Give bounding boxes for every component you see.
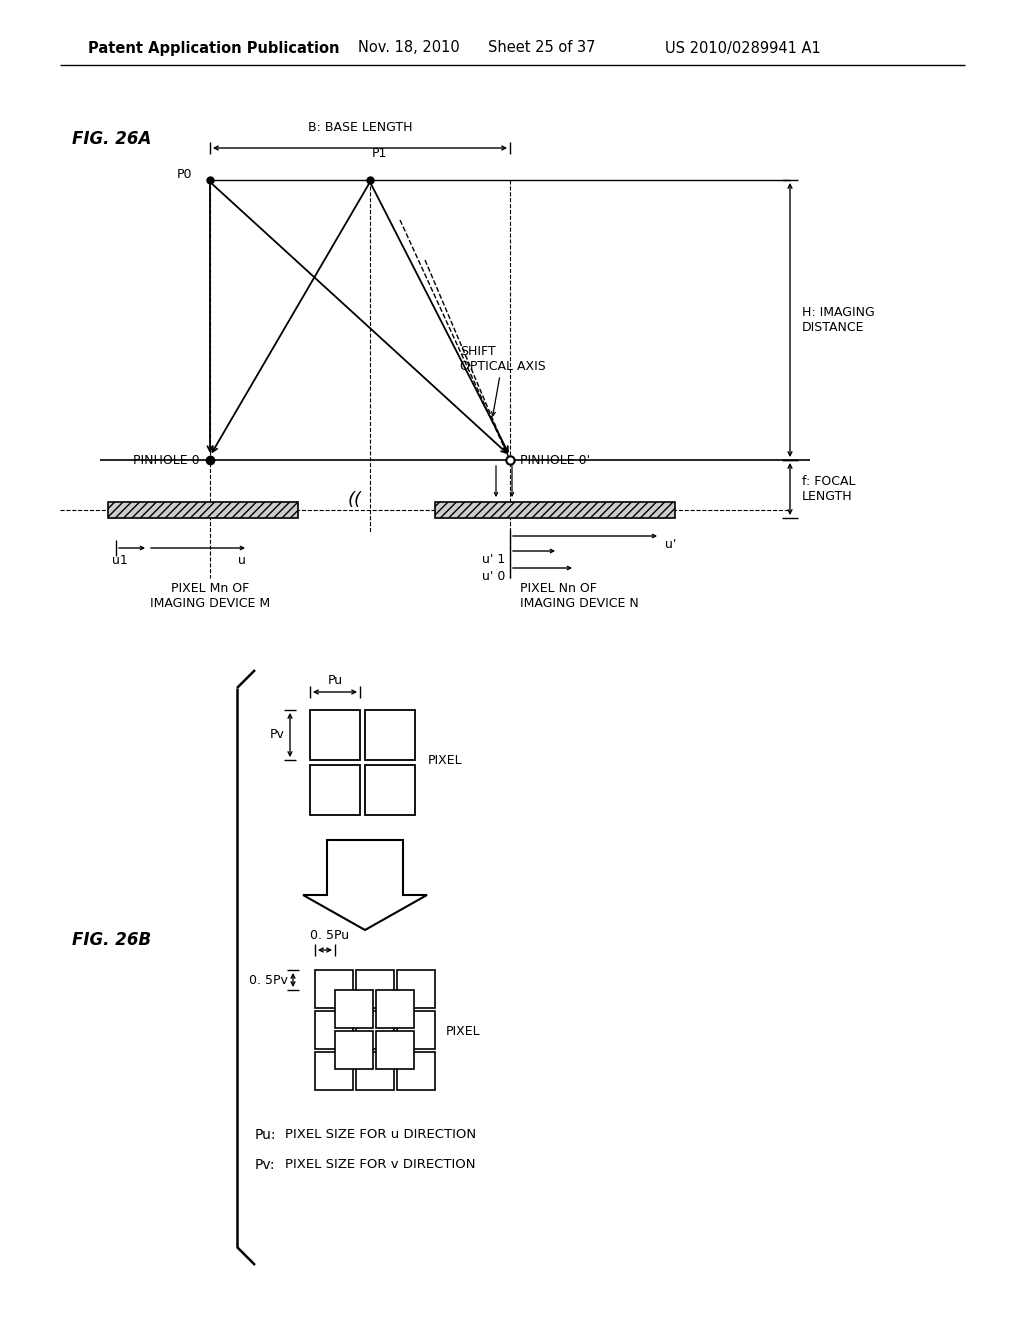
Bar [376,990,414,1028]
Bar [315,1052,353,1090]
Text: Nov. 18, 2010: Nov. 18, 2010 [358,41,460,55]
Text: u1: u1 [112,554,128,568]
Bar [310,766,360,814]
Text: u': u' [665,539,677,550]
Bar [356,970,394,1008]
Text: f: FOCAL
LENGTH: f: FOCAL LENGTH [802,475,855,503]
Text: Pv:: Pv: [255,1158,275,1172]
Text: Pu: Pu [328,675,343,686]
Bar [108,502,298,517]
Bar [365,766,415,814]
Text: PINHOLE 0': PINHOLE 0' [520,454,590,466]
Text: u' 0: u' 0 [482,570,506,583]
Text: u' 1: u' 1 [482,553,505,566]
Text: Patent Application Publication: Patent Application Publication [88,41,340,55]
Bar [376,1031,414,1069]
Bar [315,970,353,1008]
Text: PIXEL Mn OF
IMAGING DEVICE M: PIXEL Mn OF IMAGING DEVICE M [150,582,270,610]
Text: FIG. 26B: FIG. 26B [72,931,152,949]
Text: 0. 5Pu: 0. 5Pu [310,929,349,942]
Text: B: BASE LENGTH: B: BASE LENGTH [308,121,413,135]
Text: Pu:: Pu: [255,1129,276,1142]
Text: PINHOLE 0: PINHOLE 0 [133,454,200,466]
Text: PIXEL: PIXEL [446,1026,480,1038]
Text: SHIFT
OPTICAL AXIS: SHIFT OPTICAL AXIS [460,345,546,374]
Text: Sheet 25 of 37: Sheet 25 of 37 [488,41,596,55]
Bar [397,1052,435,1090]
Text: FIG. 26A: FIG. 26A [72,129,152,148]
Text: US 2010/0289941 A1: US 2010/0289941 A1 [665,41,821,55]
Text: 0. 5Pv: 0. 5Pv [249,974,288,986]
Text: P0: P0 [176,169,193,181]
Bar [435,502,675,517]
Text: Pv: Pv [270,729,285,742]
Text: PIXEL SIZE FOR u DIRECTION: PIXEL SIZE FOR u DIRECTION [285,1129,476,1140]
Text: PIXEL Nn OF
IMAGING DEVICE N: PIXEL Nn OF IMAGING DEVICE N [520,582,639,610]
Text: PIXEL SIZE FOR v DIRECTION: PIXEL SIZE FOR v DIRECTION [285,1158,475,1171]
Bar [310,710,360,760]
Bar [335,990,373,1028]
Bar [365,710,415,760]
Bar [356,1052,394,1090]
Bar [356,1011,394,1049]
Bar [315,1011,353,1049]
Polygon shape [303,840,427,931]
Bar [335,1031,373,1069]
Bar [435,502,675,517]
Bar [397,970,435,1008]
Text: H: IMAGING
DISTANCE: H: IMAGING DISTANCE [802,306,874,334]
Text: PIXEL: PIXEL [428,754,463,767]
Bar [397,1011,435,1049]
Text: ((: (( [348,491,362,529]
Text: u: u [238,554,246,568]
Text: P1: P1 [372,147,387,160]
Bar [108,502,298,517]
